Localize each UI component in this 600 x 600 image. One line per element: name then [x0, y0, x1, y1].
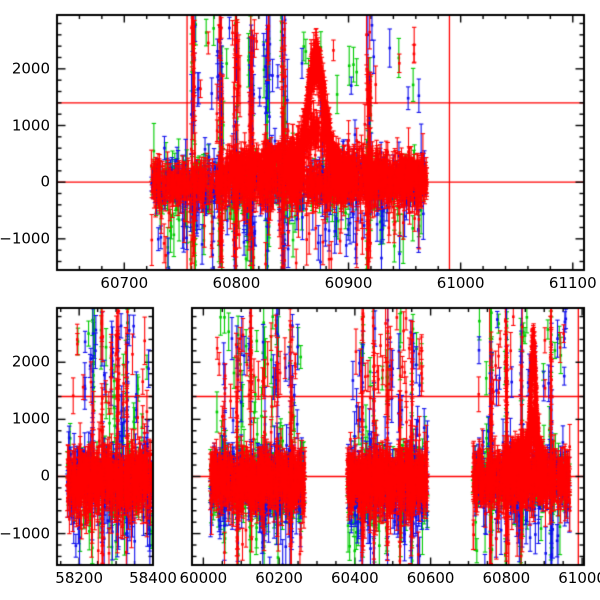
plot-canvas	[0, 0, 600, 600]
light-curve-figure: 60700 60800 60900 61000 61100 −1000 0 1000 2000 5…	[0, 0, 600, 600]
